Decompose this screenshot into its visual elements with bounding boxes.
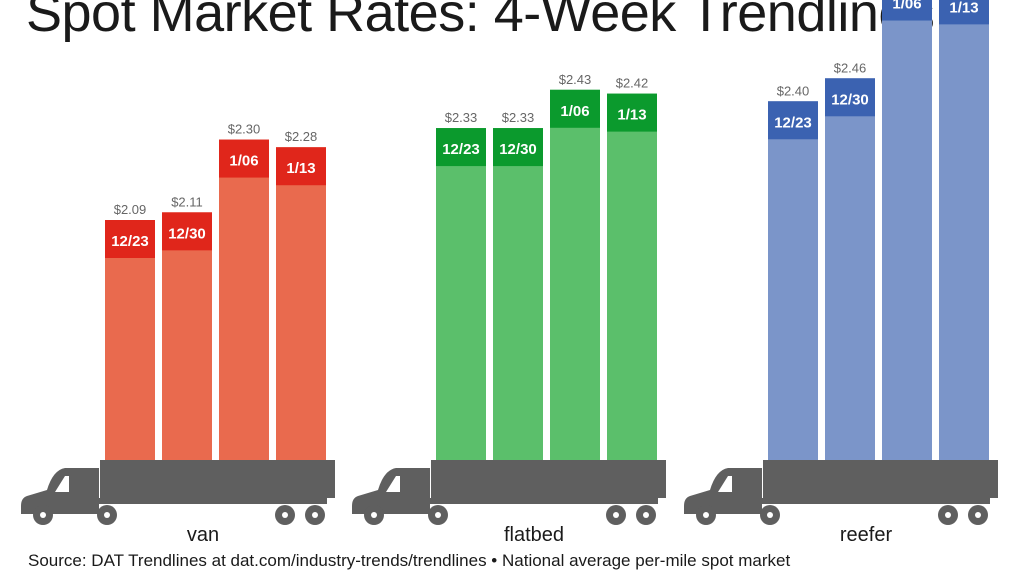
van-bar-0 bbox=[105, 220, 155, 460]
reefer-week-label-2: 1/06 bbox=[892, 0, 921, 13]
reefer-value-label-0: $2.40 bbox=[777, 83, 810, 98]
van-bar-1 bbox=[162, 212, 212, 460]
reefer-bar-header-3 bbox=[939, 0, 989, 25]
reefer-week-label-3: 1/13 bbox=[949, 0, 978, 16]
source-note: Source: DAT Trendlines at dat.com/indust… bbox=[28, 551, 791, 570]
reefer-bar-1 bbox=[825, 78, 875, 460]
flatbed-value-label-3: $2.42 bbox=[616, 76, 649, 91]
flatbed-value-label-1: $2.33 bbox=[502, 110, 535, 125]
flatbed-value-label-2: $2.43 bbox=[559, 72, 592, 87]
flatbed-bar-2 bbox=[550, 89, 600, 460]
reefer-bar-2 bbox=[882, 0, 932, 460]
flatbed-bar-1 bbox=[493, 128, 543, 460]
reefer-bar-header-0 bbox=[768, 101, 818, 140]
van-week-label-3: 1/13 bbox=[286, 160, 315, 177]
van-bar-header-2 bbox=[219, 139, 269, 178]
flatbed-bar-3 bbox=[607, 93, 657, 461]
van-truck-icon bbox=[21, 460, 335, 525]
flatbed-truck-icon bbox=[352, 460, 666, 525]
van-bar-2 bbox=[219, 139, 269, 460]
van-bar-header-3 bbox=[276, 147, 326, 186]
reefer-value-label-1: $2.46 bbox=[834, 60, 867, 75]
flatbed-week-label-2: 1/06 bbox=[560, 103, 589, 120]
van-value-label-0: $2.09 bbox=[114, 202, 147, 217]
reefer-bar-header-2 bbox=[882, 0, 932, 21]
flatbed-bar-0 bbox=[436, 128, 486, 460]
flatbed-bar-header-0 bbox=[436, 128, 486, 167]
van-value-label-2: $2.30 bbox=[228, 122, 261, 137]
van-value-label-3: $2.28 bbox=[285, 129, 318, 144]
reefer-bar-0 bbox=[768, 101, 818, 461]
flatbed-week-label-0: 12/23 bbox=[442, 141, 480, 158]
reefer-week-label-1: 12/30 bbox=[831, 91, 869, 108]
van-category-label: van bbox=[187, 524, 219, 546]
reefer-category-label: reefer bbox=[840, 524, 893, 546]
chart-title: Spot Market Rates: 4-Week Trendlines bbox=[26, 0, 935, 43]
van-bar-header-0 bbox=[105, 220, 155, 258]
van-value-label-1: $2.11 bbox=[171, 194, 203, 209]
flatbed-bar-header-2 bbox=[550, 89, 600, 128]
flatbed-week-label-3: 1/13 bbox=[617, 107, 646, 124]
van-bar-header-1 bbox=[162, 212, 212, 251]
flatbed-category-label: flatbed bbox=[504, 524, 564, 546]
van-week-label-1: 12/30 bbox=[168, 225, 206, 242]
van-week-label-0: 12/23 bbox=[111, 233, 149, 250]
flatbed-bar-header-1 bbox=[493, 128, 543, 167]
flatbed-week-label-1: 12/30 bbox=[499, 141, 537, 158]
reefer-bar-header-1 bbox=[825, 78, 875, 117]
reefer-bar-3 bbox=[939, 0, 989, 461]
van-bar-3 bbox=[276, 147, 326, 461]
van-week-label-2: 1/06 bbox=[229, 153, 258, 170]
reefer-truck-icon bbox=[684, 460, 998, 525]
flatbed-value-label-0: $2.33 bbox=[445, 110, 478, 125]
flatbed-bar-header-3 bbox=[607, 93, 657, 132]
reefer-week-label-0: 12/23 bbox=[774, 114, 812, 131]
